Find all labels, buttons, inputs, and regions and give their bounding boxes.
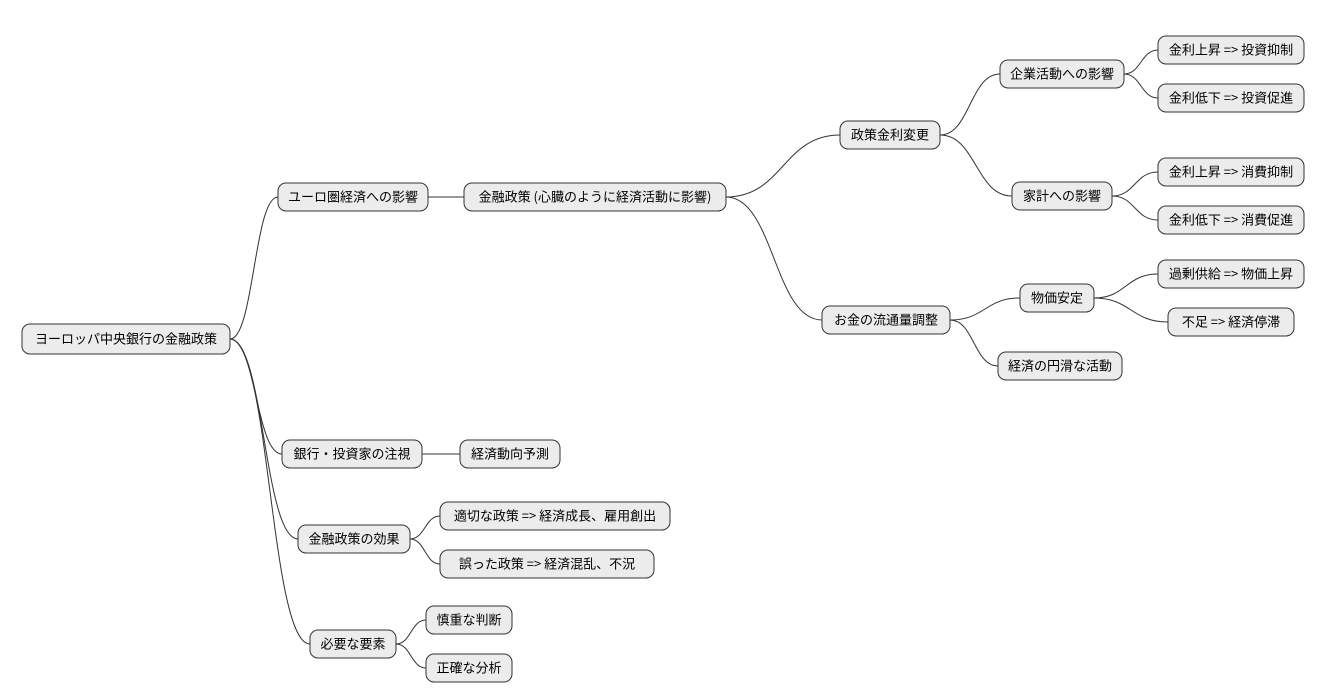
edge: [1094, 298, 1168, 322]
edge: [950, 320, 998, 366]
node-label: 政策金利変更: [851, 125, 929, 144]
node-label: ユーロ圏経済への影響: [288, 187, 418, 206]
node-label: 金利低下 => 消費促進: [1169, 210, 1293, 229]
edge: [1112, 172, 1158, 196]
edge: [1094, 274, 1158, 298]
node-label: お金の流通量調整: [834, 310, 938, 329]
node-label: 不足 => 経済停滞: [1182, 312, 1280, 331]
node-house_impact: 家計への影響: [1012, 182, 1112, 210]
node-excess: 過剰供給 => 物価上昇: [1158, 260, 1304, 288]
node-price_stable: 物価安定: [1020, 284, 1094, 312]
node-accurate: 正確な分析: [426, 654, 512, 682]
edge: [410, 539, 440, 564]
node-rate_down_invest: 金利低下 => 投資促進: [1158, 84, 1304, 112]
node-label: 適切な政策 => 経済成長、雇用創出: [454, 506, 656, 525]
edge: [230, 197, 278, 339]
node-rate_up_invest: 金利上昇 => 投資抑制: [1158, 36, 1304, 64]
node-eurozone: ユーロ圏経済への影響: [278, 183, 428, 211]
node-label: 物価安定: [1031, 288, 1083, 307]
edge: [230, 339, 298, 539]
node-good: 適切な政策 => 経済成長、雇用創出: [440, 502, 670, 530]
node-label: 慎重な判断: [436, 610, 501, 629]
node-label: 金利上昇 => 投資抑制: [1169, 40, 1293, 59]
edge: [410, 516, 440, 539]
edge: [396, 620, 426, 644]
node-smooth: 経済の円滑な活動: [998, 352, 1122, 380]
node-bad: 誤った政策 => 経済混乱、不況: [440, 550, 654, 578]
edge: [940, 135, 1012, 196]
node-forecast: 経済動向予測: [460, 440, 560, 468]
node-label: 金利上昇 => 消費抑制: [1169, 162, 1293, 181]
node-root: ヨーロッパ中央銀行の金融政策: [22, 324, 230, 354]
edge: [1124, 50, 1158, 74]
node-corp_impact: 企業活動への影響: [1000, 60, 1124, 88]
edge: [726, 197, 822, 320]
node-label: 過剰供給 => 物価上昇: [1169, 264, 1293, 283]
node-label: 経済動向予測: [471, 444, 549, 463]
node-short: 不足 => 経済停滞: [1168, 308, 1294, 336]
edge: [396, 644, 426, 668]
edge: [1124, 74, 1158, 98]
node-rate_up_cons: 金利上昇 => 消費抑制: [1158, 158, 1304, 186]
node-label: 家計への影響: [1023, 186, 1101, 205]
node-label: 正確な分析: [436, 658, 501, 677]
node-label: ヨーロッパ中央銀行の金融政策: [35, 329, 217, 348]
nodes-group: ヨーロッパ中央銀行の金融政策 ユーロ圏経済への影響 金融政策 (心臓のように経済活動…: [22, 36, 1304, 682]
mindmap-diagram: ヨーロッパ中央銀行の金融政策 ユーロ圏経済への影響 金融政策 (心臓のように経済活動…: [0, 0, 1320, 696]
node-watchers: 銀行・投資家の注視: [282, 440, 422, 468]
node-money_supply: お金の流通量調整: [822, 306, 950, 334]
node-label: 誤った政策 => 経済混乱、不況: [459, 554, 635, 573]
edge: [230, 339, 310, 644]
edge: [726, 135, 840, 197]
node-label: 銀行・投資家の注視: [293, 444, 410, 463]
edge: [1112, 196, 1158, 220]
node-effects: 金融政策の効果: [298, 525, 410, 553]
edge: [950, 298, 1020, 320]
edge: [940, 74, 1000, 135]
node-needed: 必要な要素: [310, 630, 396, 658]
node-label: 必要な要素: [320, 634, 385, 653]
node-rate_down_cons: 金利低下 => 消費促進: [1158, 206, 1304, 234]
node-label: 金利低下 => 投資促進: [1169, 88, 1293, 107]
node-label: 金融政策の効果: [308, 529, 399, 548]
node-monetary: 金融政策 (心臓のように経済活動に影響): [464, 183, 726, 211]
node-label: 金融政策 (心臓のように経済活動に影響): [479, 187, 712, 206]
node-label: 経済の円滑な活動: [1008, 356, 1112, 375]
node-label: 企業活動への影響: [1010, 64, 1114, 83]
node-careful: 慎重な判断: [426, 606, 512, 634]
node-rate_change: 政策金利変更: [840, 121, 940, 149]
